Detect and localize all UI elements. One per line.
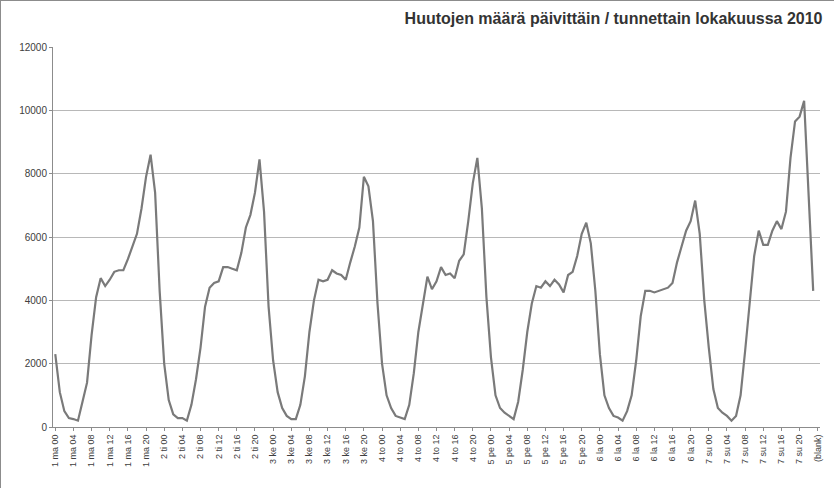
svg-text:6 la 20: 6 la 20 [686,435,696,462]
svg-text:2 ti 08: 2 ti 08 [195,435,205,460]
svg-text:1 ma 12: 1 ma 12 [105,435,115,468]
svg-text:5 pe 08: 5 pe 08 [522,435,532,465]
svg-text:4 to 20: 4 to 20 [468,435,478,463]
svg-text:3 ke 08: 3 ke 08 [304,435,314,465]
svg-text:10000: 10000 [19,105,47,116]
svg-text:(blank): (blank) [813,435,823,463]
svg-text:6 la 12: 6 la 12 [649,435,659,462]
svg-text:4 to 12: 4 to 12 [431,435,441,463]
svg-text:0: 0 [41,422,47,433]
svg-text:1 ma 20: 1 ma 20 [141,435,151,468]
svg-text:4 to 04: 4 to 04 [395,435,405,463]
svg-text:3 ke 00: 3 ke 00 [268,435,278,465]
svg-text:6 la 00: 6 la 00 [595,435,605,462]
svg-text:5 pe 00: 5 pe 00 [486,435,496,465]
svg-text:12000: 12000 [19,42,47,53]
svg-text:6 la 04: 6 la 04 [613,435,623,462]
svg-text:2 ti 20: 2 ti 20 [250,435,260,460]
svg-text:1 ma 00: 1 ma 00 [50,435,60,468]
svg-text:5 pe 12: 5 pe 12 [540,435,550,465]
svg-text:7 su 16: 7 su 16 [776,435,786,465]
svg-text:8000: 8000 [25,168,48,179]
svg-text:7 su 08: 7 su 08 [740,435,750,465]
svg-text:3 ke 16: 3 ke 16 [341,435,351,465]
svg-text:5 pe 16: 5 pe 16 [559,435,569,465]
svg-text:5 pe 20: 5 pe 20 [577,435,587,465]
svg-text:4 to 16: 4 to 16 [450,435,460,463]
svg-text:2 ti 16: 2 ti 16 [232,435,242,460]
svg-text:6000: 6000 [25,232,48,243]
svg-text:4 to 00: 4 to 00 [377,435,387,463]
svg-text:2000: 2000 [25,358,48,369]
svg-text:3 ke 12: 3 ke 12 [323,435,333,465]
svg-text:5 pe 04: 5 pe 04 [504,435,514,465]
svg-text:7 su 20: 7 su 20 [795,435,805,465]
svg-text:7 su 12: 7 su 12 [758,435,768,465]
svg-text:7 su 00: 7 su 00 [704,435,714,465]
svg-text:2 ti 00: 2 ti 00 [159,435,169,460]
svg-text:Huutojen määrä päivittäin / tu: Huutojen määrä päivittäin / tunnettain l… [405,10,823,27]
svg-text:6 la 16: 6 la 16 [667,435,677,462]
svg-text:4000: 4000 [25,295,48,306]
svg-text:3 ke 04: 3 ke 04 [286,435,296,465]
svg-text:2 ti 12: 2 ti 12 [214,435,224,460]
svg-text:4 to 08: 4 to 08 [413,435,423,463]
svg-text:1 ma 08: 1 ma 08 [87,435,97,468]
svg-text:3 ke 20: 3 ke 20 [359,435,369,465]
svg-text:6 la 08: 6 la 08 [631,435,641,462]
svg-text:1 ma 04: 1 ma 04 [68,435,78,468]
svg-text:1 ma 16: 1 ma 16 [123,435,133,468]
svg-text:7 su 04: 7 su 04 [722,435,732,465]
svg-text:2 ti 04: 2 ti 04 [177,435,187,460]
